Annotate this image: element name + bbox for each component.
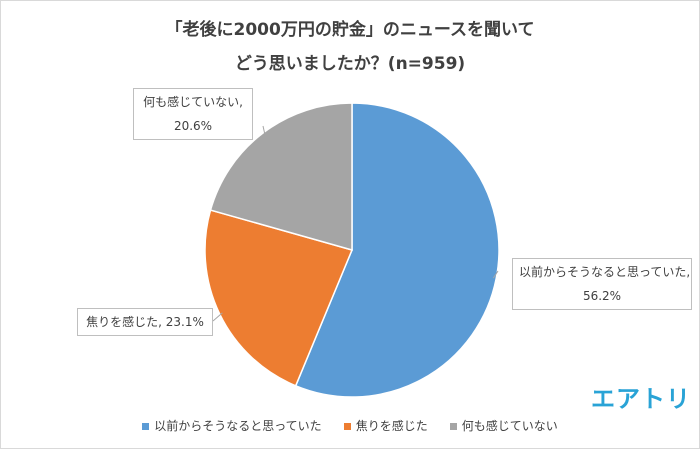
pie-slice	[294, 102, 500, 398]
logo: エアトリ	[591, 385, 691, 413]
legend-item: 何も感じていない	[449, 417, 558, 434]
leader-line	[212, 312, 223, 322]
chart-title: どう思いましたか？(n=959)	[234, 54, 466, 74]
data-label: 何も感じていない, 20.6%	[133, 88, 253, 140]
legend-swatch	[343, 423, 351, 430]
legend-label: 何も感じていない	[461, 419, 558, 433]
leader-line	[262, 125, 266, 136]
legend-label: 焦りを感じた	[355, 419, 428, 433]
legend-label: 以前からそうなると思っていた	[154, 419, 322, 433]
data-label: 以前からそうなると思っていた, 56.2%	[512, 258, 692, 310]
leader-line	[492, 270, 499, 279]
legend-swatch	[142, 423, 150, 430]
pie-slice	[209, 102, 353, 251]
legend: 以前からそうなると思っていた 焦りを感じた 何も感じていない	[1, 417, 699, 434]
pie-slice	[204, 209, 354, 387]
chart-title: 「老後に2000万円の貯金」のニュースを聞いて	[165, 20, 535, 40]
legend-item: 焦りを感じた	[343, 417, 428, 434]
legend-swatch	[449, 423, 457, 430]
data-label: 焦りを感じた, 23.1%	[77, 308, 213, 336]
legend-item: 以前からそうなると思っていた	[142, 417, 322, 434]
